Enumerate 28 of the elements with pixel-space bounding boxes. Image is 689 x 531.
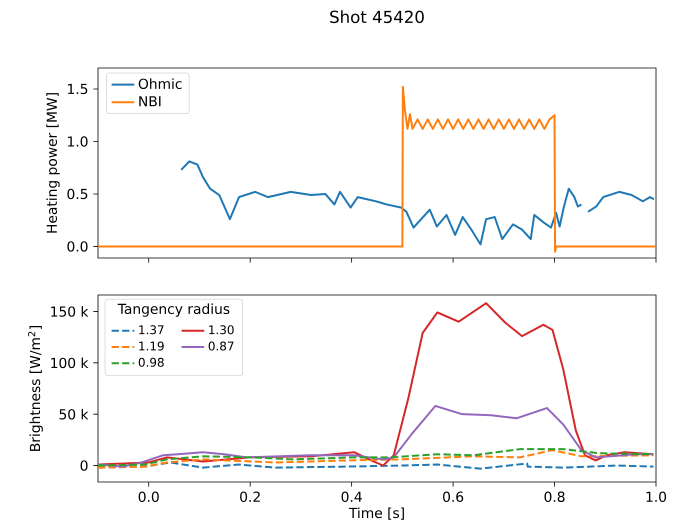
y-tick-label: 1.5 [68, 84, 88, 94]
x-tick-label: 0.0 [138, 492, 159, 502]
line-series [98, 302, 654, 467]
y-tick-label: 0.0 [67, 241, 88, 252]
y-tick-label: 150 k [51, 306, 88, 317]
legend-title: Tangency radius [118, 303, 230, 317]
y-axis-title: Brightness [W/m$^{2}$] [28, 326, 43, 451]
x-tick-label: 0.4 [342, 492, 362, 502]
x-tick-label: 0.6 [443, 492, 464, 502]
y-tick-label: 50 k [60, 408, 88, 420]
line-series [98, 404, 654, 468]
x-tick-label: 0.8 [544, 492, 565, 502]
legend-label: 1.37 [139, 325, 164, 334]
x-tick-label: 1.0 [646, 492, 666, 502]
y-tick-label: 0.5 [67, 188, 88, 200]
legend-label: 1.19 [139, 342, 164, 351]
y-tick-label: 100 k [51, 357, 88, 368]
chart-title: Shot 45420 [330, 10, 424, 24]
y-tick-label: 1.0 [68, 136, 88, 147]
legend-label: 0.98 [138, 358, 164, 367]
legend-label: 1.30 [209, 325, 234, 334]
legend-label: Ohmic [138, 78, 182, 90]
y-axis-title: Heating power [MW] [46, 93, 60, 233]
x-tick-label: 0.2 [240, 492, 260, 502]
legend-label: NBI [139, 96, 160, 106]
legend-label: 0.87 [208, 342, 234, 351]
x-axis-title: Time [s] [348, 507, 404, 520]
y-tick-label: 0 [80, 460, 88, 471]
